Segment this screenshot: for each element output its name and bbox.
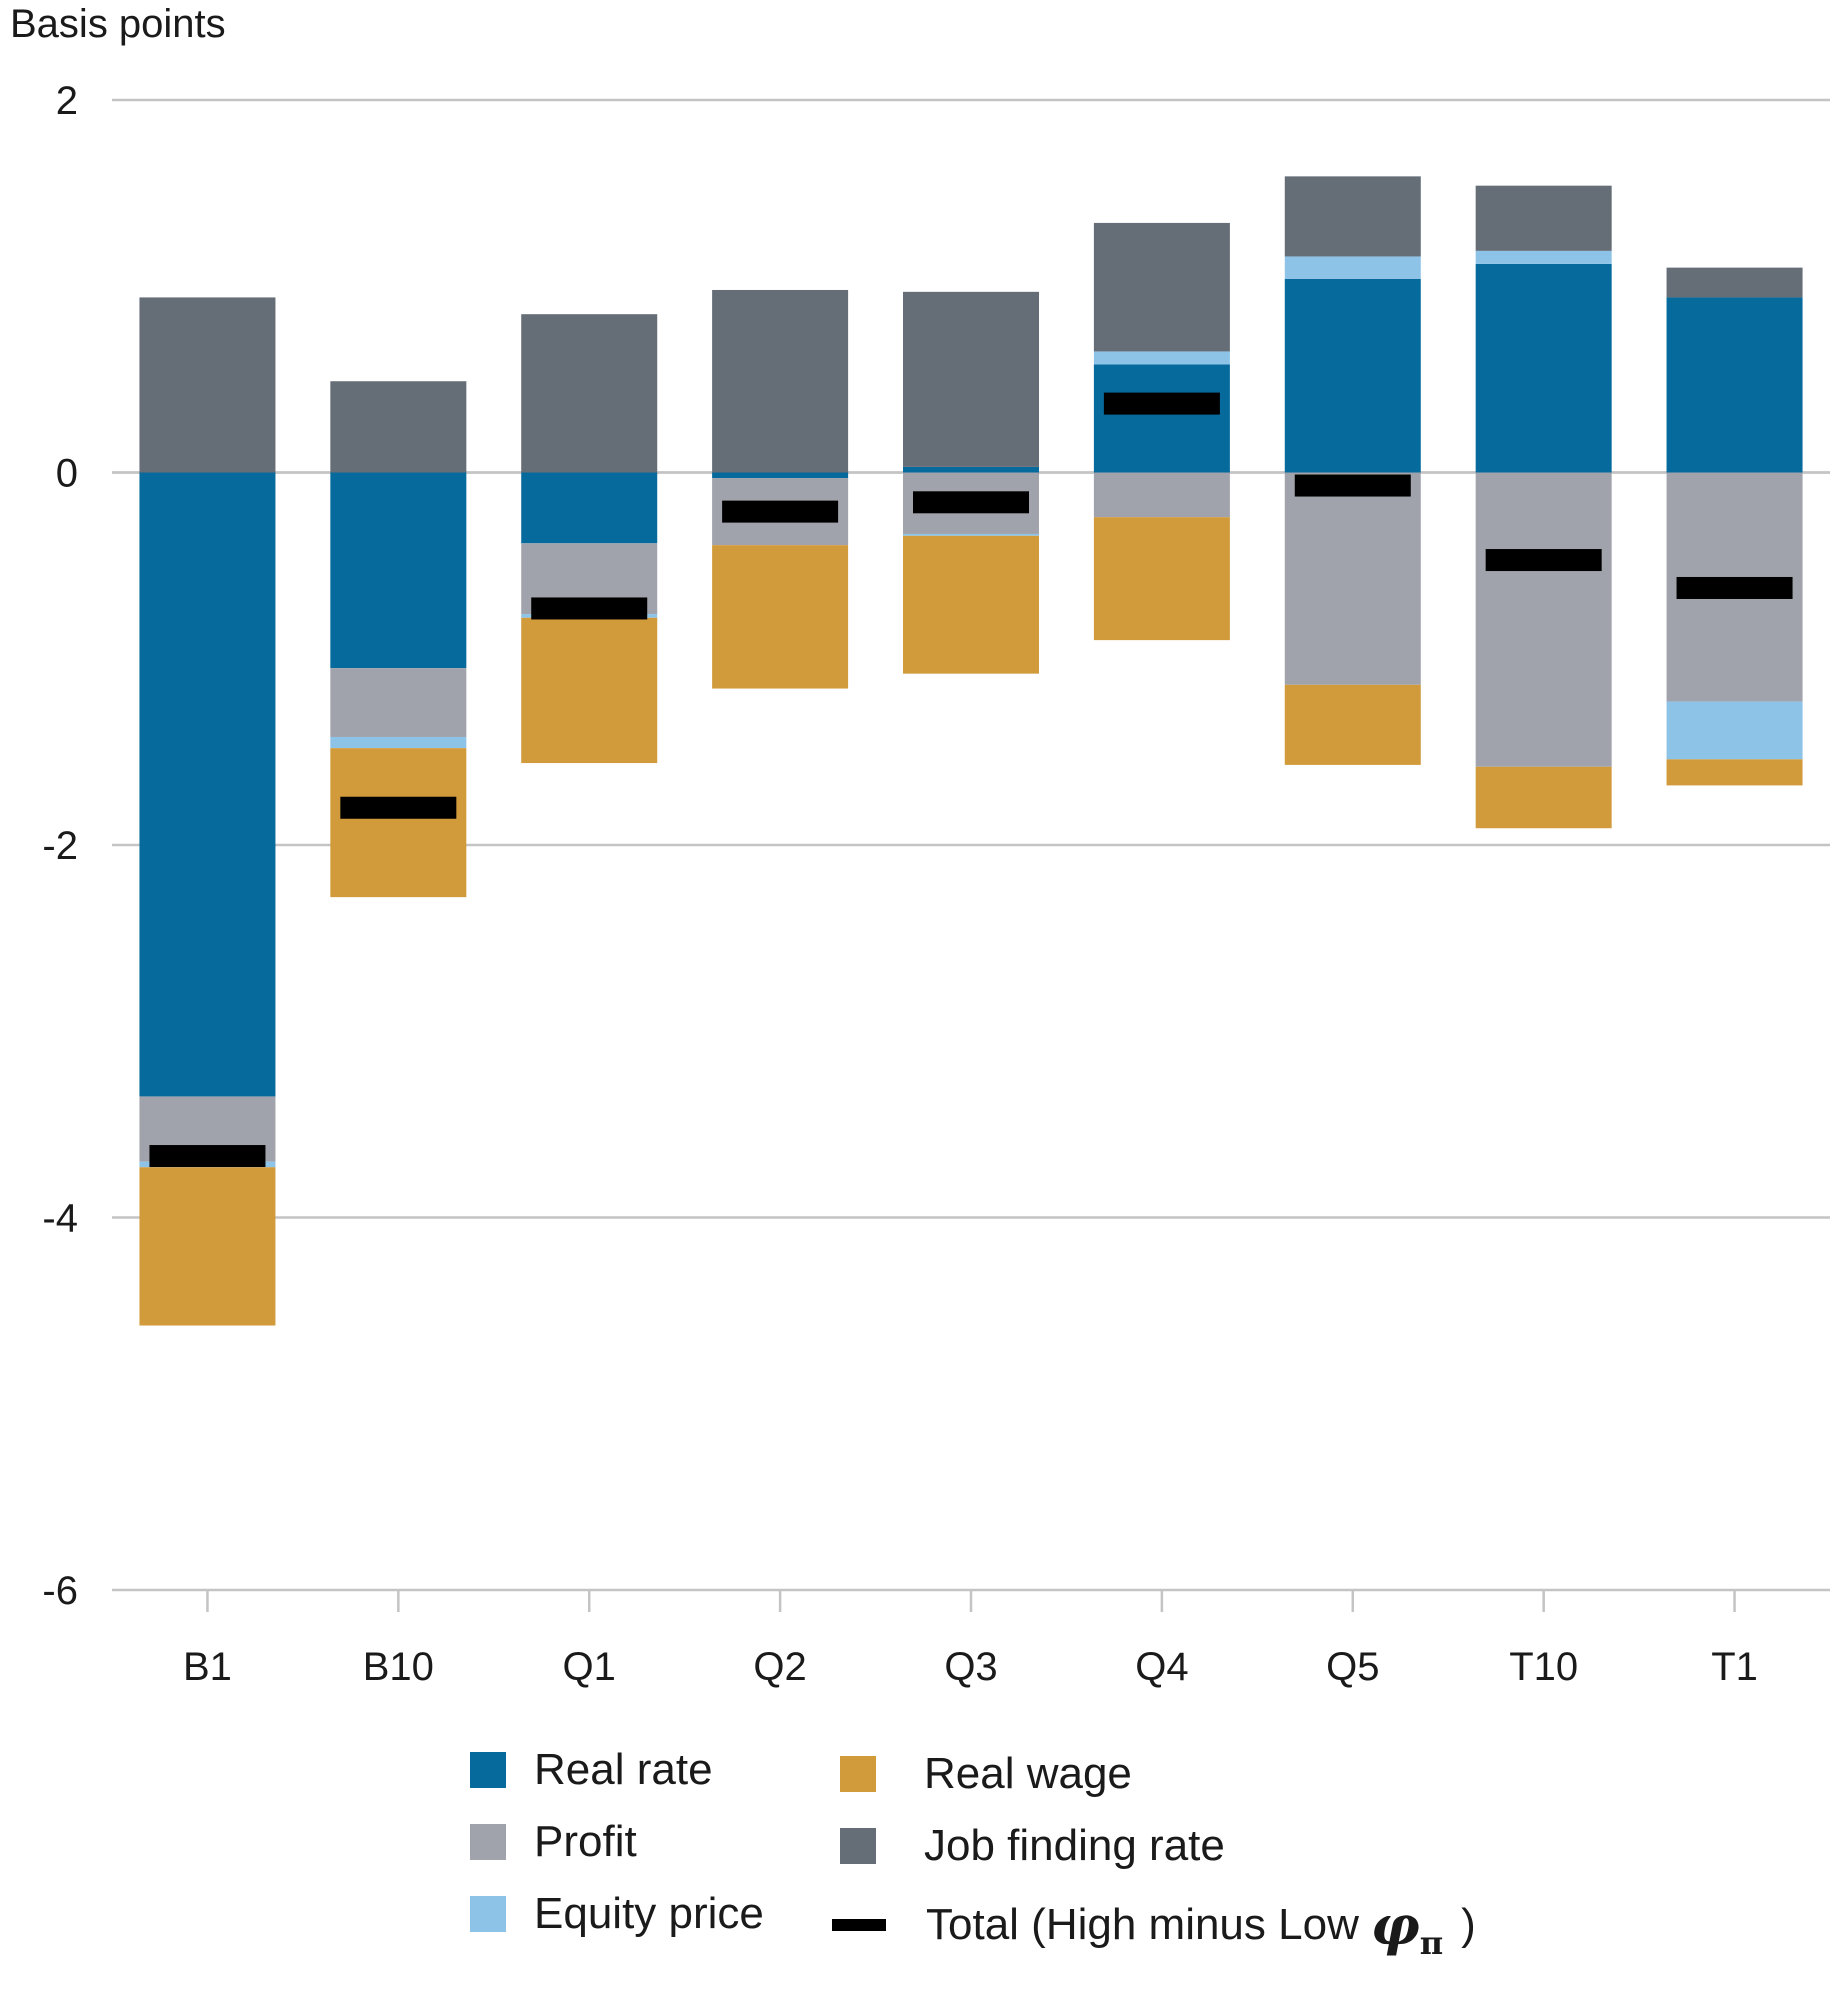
legend-item-total: Total (High minus Low φ π ) bbox=[832, 1893, 1476, 1962]
bar-T1-equity-price bbox=[1666, 701, 1803, 760]
x-tick-label-T10: T10 bbox=[1509, 1645, 1578, 1689]
bar-B10-real-wage bbox=[330, 748, 467, 898]
total-marker-Q4 bbox=[1103, 392, 1220, 415]
bar-T10-job-finding-rate bbox=[1475, 185, 1612, 251]
legend-swatch-real-wage bbox=[840, 1756, 876, 1792]
total-marker-Q2 bbox=[722, 500, 839, 523]
bar-B1-real-rate bbox=[139, 472, 276, 1097]
legend-item-real-rate: Real rate bbox=[470, 1745, 713, 1795]
bar-Q5-profit bbox=[1284, 472, 1421, 685]
bar-Q2-job-finding-rate bbox=[712, 289, 849, 473]
y-tick-label--2: -2 bbox=[42, 824, 78, 868]
legend-item-equity-price: Equity price bbox=[470, 1889, 764, 1939]
bar-Q4-equity-price bbox=[1093, 351, 1230, 365]
total-marker-Q3 bbox=[913, 491, 1029, 514]
bar-Q3-equity-price bbox=[903, 533, 1039, 536]
legend-item-job-finding-rate: Job finding rate bbox=[840, 1821, 1225, 1871]
bar-Q5-job-finding-rate bbox=[1284, 176, 1421, 257]
bar-Q5-real-rate bbox=[1284, 278, 1421, 473]
total-marker-Q1 bbox=[531, 597, 648, 620]
legend-label-real-rate: Real rate bbox=[534, 1745, 713, 1794]
bar-T1-real-wage bbox=[1666, 759, 1803, 786]
legend-item-real-wage: Real wage bbox=[840, 1749, 1132, 1799]
total-marker-T10 bbox=[1485, 549, 1602, 572]
x-tick-label-B1: B1 bbox=[183, 1645, 232, 1689]
bar-B10-real-rate bbox=[330, 472, 467, 669]
bar-Q2-real-wage bbox=[712, 545, 849, 689]
bar-Q1-real-wage bbox=[521, 617, 658, 764]
legend-label-equity-price: Equity price bbox=[534, 1889, 764, 1938]
total-marker-Q5 bbox=[1294, 474, 1411, 497]
legend: Real rate Profit Equity price Real wage … bbox=[470, 1745, 1670, 1985]
legend-swatch-real-rate bbox=[470, 1752, 506, 1788]
x-tick-label-Q5: Q5 bbox=[1326, 1645, 1379, 1689]
bar-Q4-real-rate bbox=[1093, 364, 1230, 473]
legend-label-job-finding-rate: Job finding rate bbox=[924, 1821, 1225, 1870]
bar-Q3-job-finding-rate bbox=[903, 291, 1039, 467]
bar-T10-real-rate bbox=[1475, 263, 1612, 473]
bar-Q3-real-wage bbox=[903, 535, 1039, 674]
legend-label-real-wage: Real wage bbox=[924, 1749, 1132, 1798]
y-tick-label-2: 2 bbox=[56, 79, 78, 123]
x-tick-label-T1: T1 bbox=[1711, 1645, 1758, 1689]
bar-Q2-real-rate bbox=[712, 472, 849, 479]
total-marker-B10 bbox=[340, 796, 457, 819]
total-marker-B1 bbox=[149, 1145, 266, 1168]
legend-pi-subscript: π bbox=[1419, 1924, 1444, 1962]
legend-swatch-job-finding-rate bbox=[840, 1828, 876, 1864]
bar-Q4-real-wage bbox=[1093, 517, 1230, 641]
x-tick-label-Q2: Q2 bbox=[753, 1645, 806, 1689]
axes: 2 0 -2 -4 -6 B1 B10 Q1 Q2 Q3 Q4 Q5 T10 T1 bbox=[42, 79, 1757, 1689]
y-tick-label--6: -6 bbox=[42, 1569, 78, 1613]
legend-close-paren: ) bbox=[1461, 1900, 1476, 1949]
bar-stacks bbox=[139, 176, 1803, 1326]
bar-T10-real-wage bbox=[1475, 766, 1612, 829]
bar-B10-profit bbox=[330, 668, 467, 737]
bar-B10-equity-price bbox=[330, 736, 467, 749]
bar-B10-job-finding-rate bbox=[330, 381, 467, 473]
total-marker-T1 bbox=[1676, 576, 1793, 599]
bar-T10-profit bbox=[1475, 472, 1612, 767]
total-markers bbox=[149, 392, 1793, 1168]
x-tick-label-Q4: Q4 bbox=[1135, 1645, 1188, 1689]
legend-label-total: Total (High minus Low bbox=[926, 1900, 1359, 1949]
y-axis-label: Basis points bbox=[10, 2, 226, 46]
bar-T1-job-finding-rate bbox=[1666, 267, 1803, 298]
bar-Q4-job-finding-rate bbox=[1093, 222, 1230, 352]
legend-swatch-total bbox=[832, 1919, 886, 1931]
bar-Q1-real-rate bbox=[521, 472, 658, 544]
bar-T10-equity-price bbox=[1475, 250, 1612, 264]
legend-phi-symbol: φ bbox=[1370, 1893, 1420, 1957]
legend-swatch-profit bbox=[470, 1824, 506, 1860]
bar-Q4-profit bbox=[1093, 472, 1230, 518]
bar-Q3-real-rate bbox=[903, 466, 1039, 473]
x-tick-label-B10: B10 bbox=[363, 1645, 434, 1689]
bar-Q5-equity-price bbox=[1284, 256, 1421, 279]
chart-plot: 2 0 -2 -4 -6 B1 B10 Q1 Q2 Q3 Q4 Q5 T10 T1 bbox=[42, 79, 1830, 1689]
x-tick-label-Q3: Q3 bbox=[944, 1645, 997, 1689]
bar-Q1-job-finding-rate bbox=[521, 314, 658, 473]
legend-swatch-equity-price bbox=[470, 1896, 506, 1932]
bar-T1-real-rate bbox=[1666, 297, 1803, 473]
y-tick-label--4: -4 bbox=[42, 1197, 78, 1241]
legend-item-profit: Profit bbox=[470, 1817, 637, 1867]
y-tick-label-0: 0 bbox=[56, 452, 78, 496]
bar-Q5-real-wage bbox=[1284, 684, 1421, 765]
legend-label-profit: Profit bbox=[534, 1817, 637, 1866]
bar-B1-job-finding-rate bbox=[139, 297, 276, 473]
bar-B1-real-wage bbox=[139, 1167, 276, 1326]
x-tick-label-Q1: Q1 bbox=[563, 1645, 616, 1689]
